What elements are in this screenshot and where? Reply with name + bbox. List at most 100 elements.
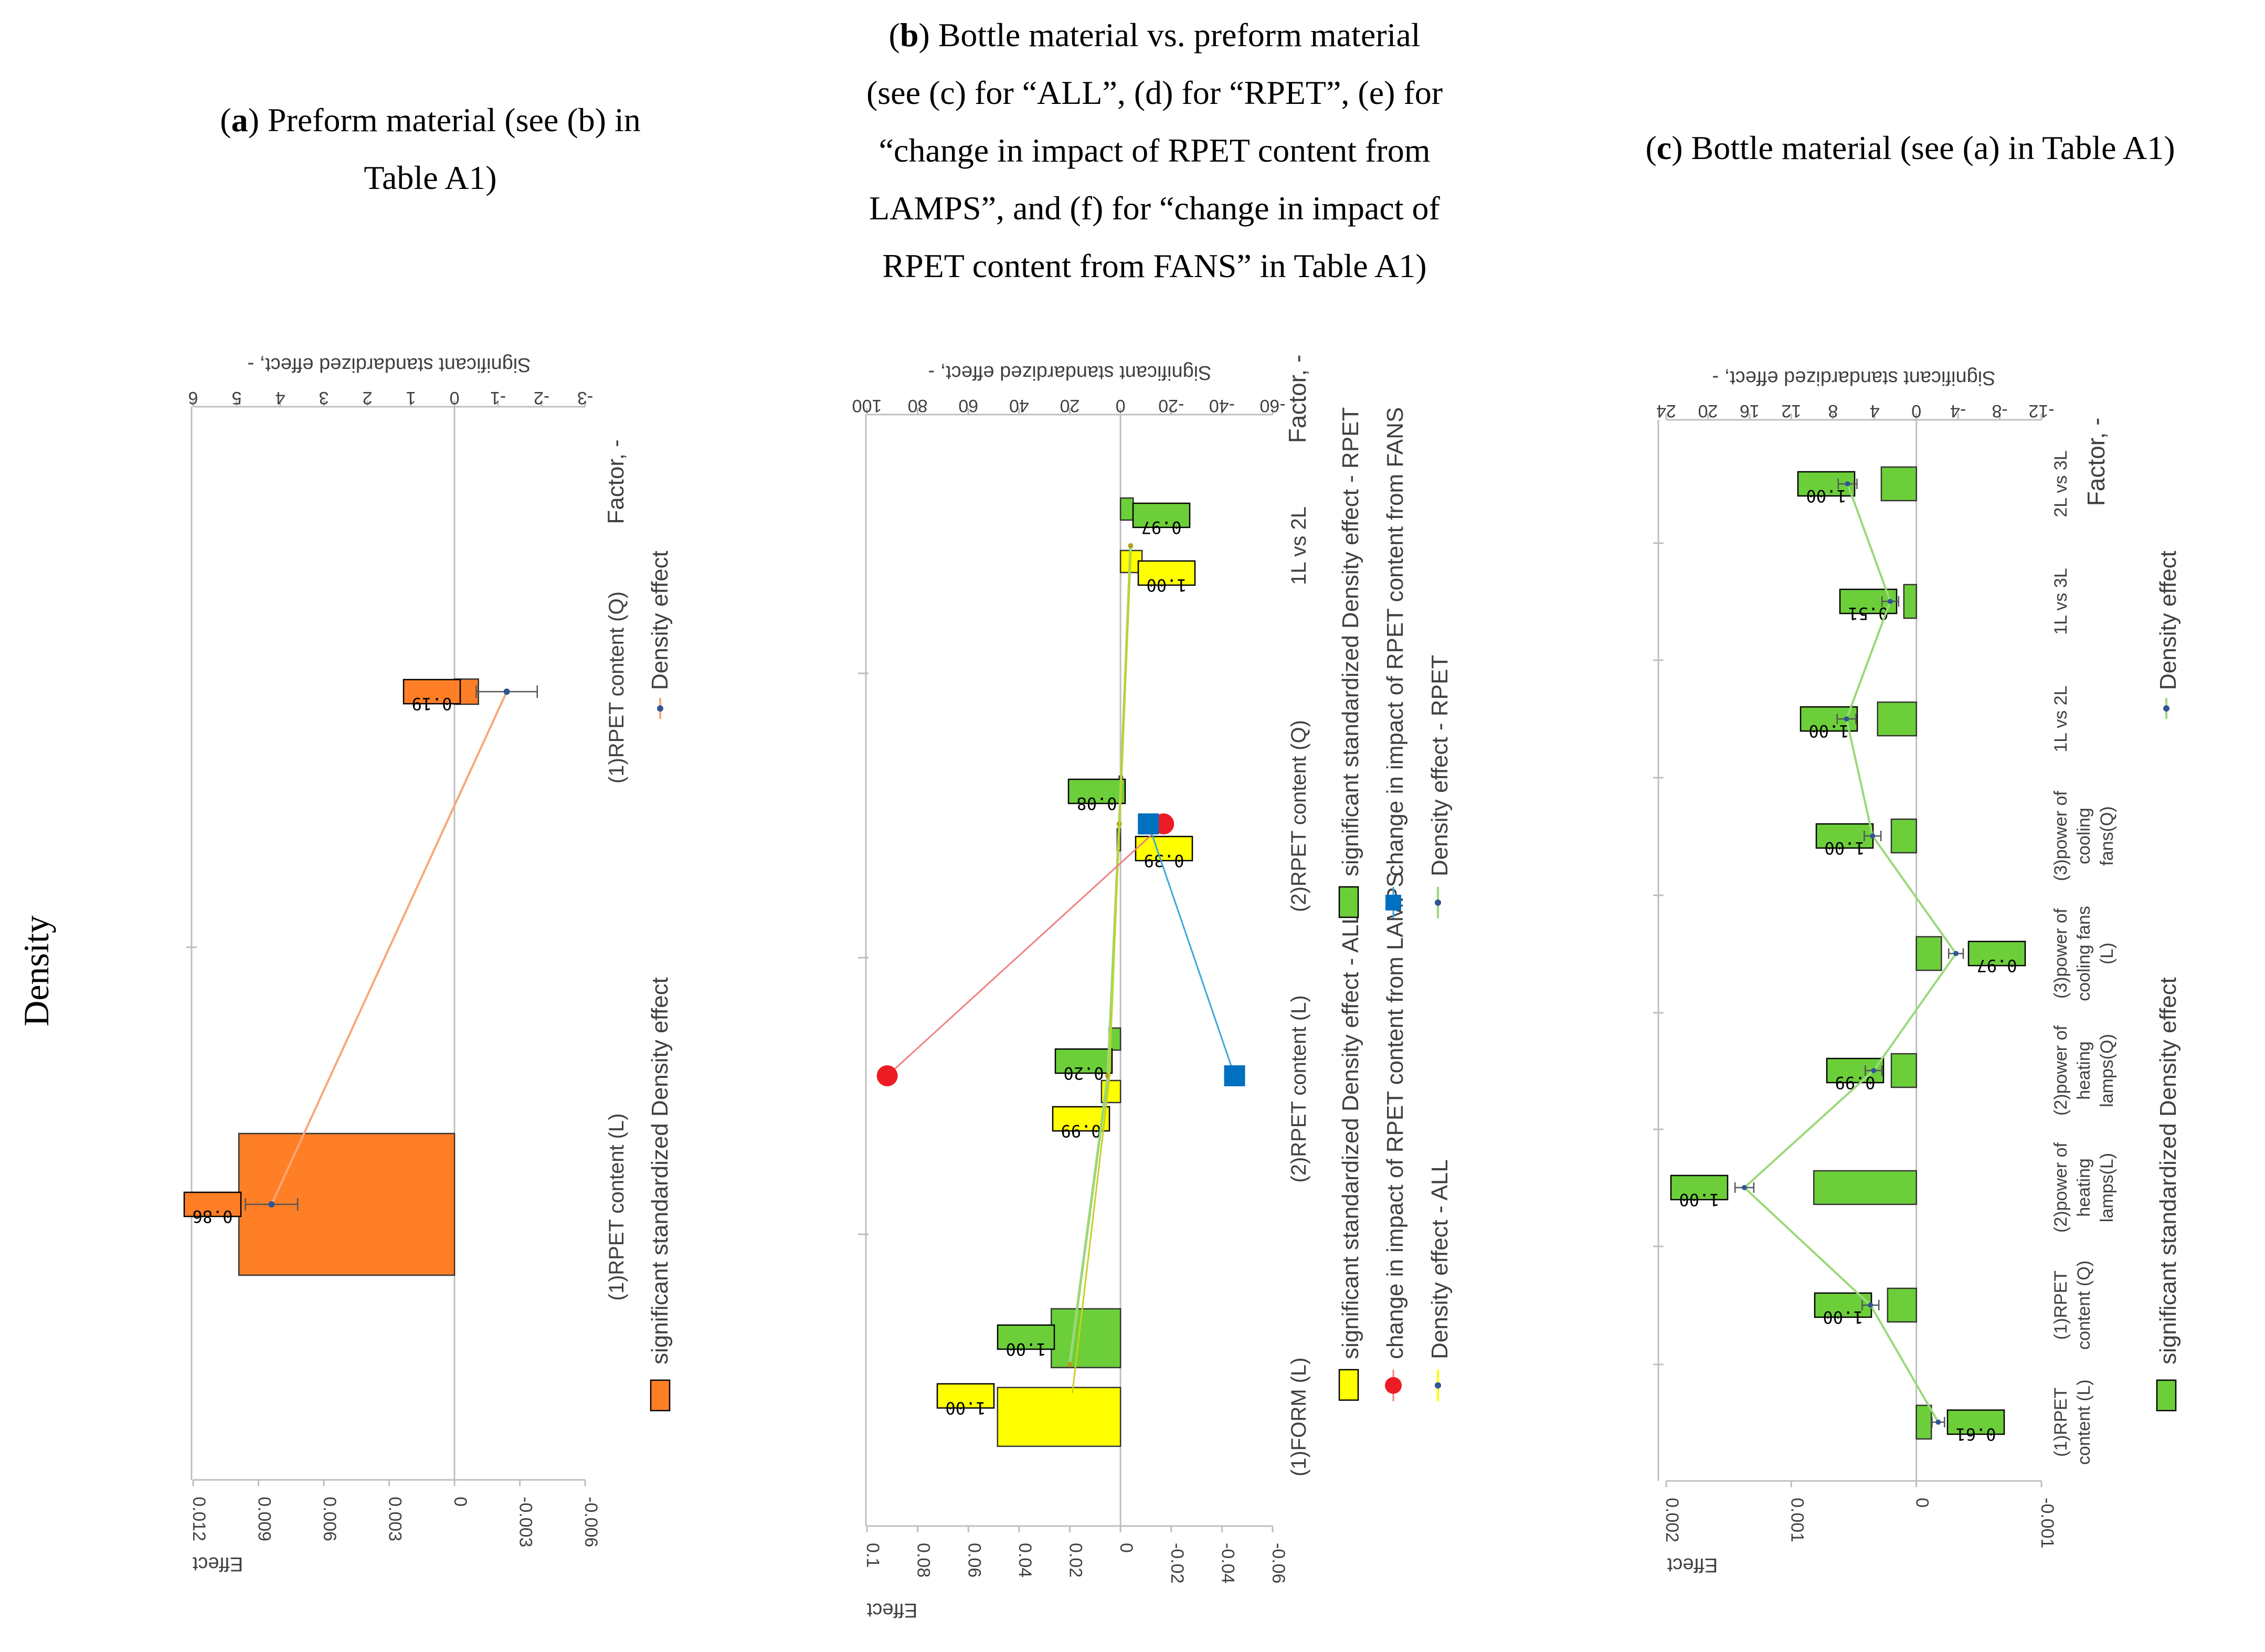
data-label-rpet-box — [1132, 502, 1191, 528]
category-label: fans(Q) — [2097, 806, 2117, 865]
data-label: 1.00 — [1808, 721, 1849, 741]
category-label: 2L vs 3L — [2051, 450, 2071, 517]
title-line: (b) Bottle material vs. preform material — [889, 16, 1421, 54]
legend-swatch — [650, 1379, 671, 1412]
data-label: 1.00 — [1824, 838, 1865, 858]
legend-marker — [657, 705, 663, 712]
legend-marker — [1385, 895, 1401, 910]
category-axis-title: Factor, - — [2082, 418, 2110, 506]
density-point — [503, 689, 510, 695]
density-point — [1845, 481, 1850, 486]
effect-tick-label: 0 — [1116, 1543, 1136, 1553]
std-tick-label: -2 — [534, 388, 549, 408]
panel-b-title: (b) Bottle material vs. preform material… — [866, 16, 1443, 284]
category-label: (1)RPET content (L) — [605, 1113, 628, 1300]
effect-tick-label: 0.1 — [863, 1543, 883, 1568]
std-tick-label: 3 — [319, 388, 329, 408]
effect-tick-label: -0.04 — [1218, 1543, 1237, 1584]
std-tick-label: -20 — [1158, 396, 1184, 416]
category-label: (L) — [2097, 943, 2117, 965]
bar-rpet — [1050, 1308, 1121, 1369]
category-label: 1L vs 2L — [2051, 685, 2071, 752]
effect-tick-label: 0.08 — [914, 1543, 934, 1577]
category-label: 1L vs 3L — [2051, 568, 2071, 634]
legend-label: significant standardized Density effect … — [1338, 912, 1363, 1359]
effect-tick-label: 0 — [450, 1497, 470, 1507]
std-tick-label: 20 — [1060, 396, 1080, 416]
std-tick-label: 0 — [1911, 401, 1921, 421]
effect-tick-label: -0.001 — [2037, 1498, 2057, 1548]
std-tick-label: 4 — [1870, 401, 1880, 421]
effect-axis-title: Effect — [866, 1599, 917, 1621]
effect-tick-label: -0.003 — [516, 1497, 536, 1547]
std-tick-label: 80 — [908, 396, 928, 416]
data-label: 0.19 — [411, 694, 452, 714]
title-line: LAMPS”, and (f) for “change in impact of — [869, 189, 1440, 227]
legend-marker — [1385, 1377, 1402, 1394]
bar-rpet — [1119, 497, 1134, 521]
bar — [1877, 701, 1917, 737]
effect-axis-title: Effect — [1667, 1554, 1718, 1576]
std-tick-label: -3 — [577, 388, 593, 408]
data-label-all: 1.00 — [945, 1398, 986, 1418]
title-line: (c) Bottle material (see (a) in Table A1… — [1645, 129, 2175, 166]
density-point — [1844, 716, 1849, 722]
bar — [1880, 466, 1917, 502]
lamps-line — [886, 823, 1165, 1077]
density-point — [1870, 833, 1876, 839]
legend-swatch — [1338, 886, 1359, 918]
category-label: (1)FORM (L) — [1287, 1358, 1310, 1477]
data-label-rpet-box — [1054, 1048, 1113, 1074]
legend-label: significant standardized Density effect … — [1338, 407, 1363, 876]
bar-all — [997, 1386, 1121, 1447]
data-label-all: 1.00 — [1146, 575, 1187, 595]
density-point — [1868, 1302, 1874, 1308]
density-point — [1935, 1420, 1941, 1425]
std-tick-label: -4 — [1950, 401, 1966, 421]
data-label: 0.97 — [1976, 956, 2017, 976]
effect-tick-label: -0.06 — [1268, 1543, 1288, 1584]
title-letter: a — [231, 101, 248, 139]
data-label-all-box — [1137, 560, 1196, 586]
category-label: (3)power of — [2051, 908, 2071, 999]
effect-tick-label: 0.001 — [1787, 1498, 1807, 1542]
density-effect-rpet-point — [1067, 1362, 1073, 1367]
data-label-rpet: 0.08 — [1076, 793, 1117, 813]
legend-label: Density effect — [647, 550, 673, 690]
std-tick-label: 12 — [1781, 401, 1801, 421]
category-label: (3)power of — [2051, 790, 2071, 881]
title-line: “change in impact of RPET content from — [879, 132, 1431, 169]
bar — [1890, 1053, 1917, 1088]
density-effect-all-line — [1071, 550, 1131, 1394]
std-tick-label: -8 — [1992, 401, 2007, 421]
lamps-marker — [876, 1065, 898, 1086]
data-label-all: 0.99 — [1061, 1121, 1101, 1141]
std-tick-label: 2 — [363, 388, 373, 408]
title-line: Table A1) — [364, 159, 496, 196]
effect-tick-label: 0.012 — [189, 1497, 209, 1541]
row-label-density: Density — [16, 915, 56, 1026]
effect-tick-label: 0 — [1912, 1498, 1932, 1508]
title-line: (a) Preform material (see (b) in — [220, 101, 640, 139]
category-label: (2)power of — [2051, 1025, 2071, 1116]
category-axis-title: Factor, - — [603, 439, 629, 524]
data-label: 1.00 — [1679, 1190, 1719, 1210]
std-tick-label: 8 — [1828, 401, 1838, 421]
density-effect-rpet-point — [1128, 543, 1134, 548]
legend-swatch — [2156, 1379, 2177, 1412]
density-point — [1871, 1068, 1877, 1073]
effect-tick-label: 0.006 — [320, 1497, 340, 1541]
density-point — [268, 1201, 275, 1208]
density-effect-rpet-line — [1068, 545, 1132, 1365]
legend-label: significant standardized Density effect — [647, 977, 673, 1364]
category-label: (2)RPET content (L) — [1287, 995, 1310, 1182]
data-label: 1.00 — [1806, 486, 1846, 506]
std-tick-label: 100 — [852, 396, 882, 416]
std-axis-title: Significant standardized effect, - — [247, 354, 531, 376]
chart-b: 100 80 60 40 20 0 -20 -40 -60 Significant standar… — [852, 355, 1453, 1621]
category-label: heating — [2074, 1041, 2094, 1100]
data-label: 0.86 — [192, 1206, 232, 1226]
std-tick-label: 40 — [1009, 396, 1029, 416]
legend-swatch — [1338, 1369, 1359, 1401]
